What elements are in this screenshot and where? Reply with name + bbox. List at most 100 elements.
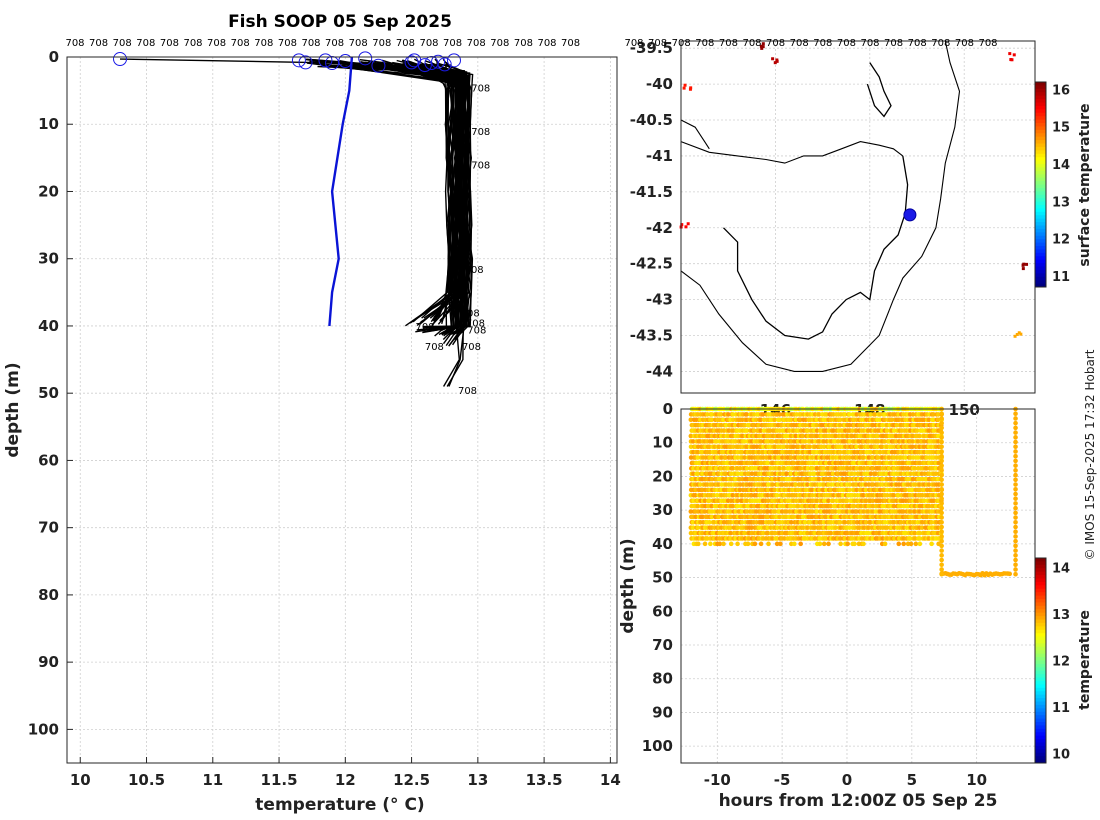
- timeseries-point: [735, 498, 740, 504]
- timeseries-point: [1013, 571, 1018, 577]
- sst-colorbar-swatch: [1035, 88, 1046, 93]
- profile-x-tick-label: 13: [467, 771, 488, 789]
- profile-y-tick-label: 100: [28, 720, 59, 738]
- sst-colorbar-swatch: [1035, 280, 1046, 285]
- timeseries-point: [858, 514, 864, 520]
- temp-colorbar-swatch: [1035, 592, 1046, 597]
- profile-top-vessel-label: 708: [396, 38, 415, 49]
- timeseries-y-tick-label: 80: [652, 670, 673, 688]
- profile-vessel-label: 708: [467, 325, 486, 336]
- timeseries-point: [788, 471, 794, 477]
- temp-colorbar-swatch: [1035, 629, 1046, 634]
- sst-colorbar-swatch: [1035, 133, 1046, 138]
- surface-point-marker: [298, 55, 313, 70]
- timeseries-point: [751, 536, 757, 541]
- temp-colorbar-swatch: [1035, 636, 1046, 641]
- sst-colorbar-swatch: [1035, 116, 1046, 121]
- surface-point-marker: [371, 58, 386, 73]
- timeseries-point: [939, 538, 944, 544]
- temp-colorbar-tick-label: 12: [1052, 655, 1070, 670]
- timeseries-point: [798, 466, 803, 471]
- sst-colorbar-swatch: [1035, 273, 1046, 278]
- sst-colorbar-swatch: [1035, 232, 1046, 237]
- sst-colorbar-swatch: [1035, 222, 1046, 226]
- timeseries-point: [837, 449, 843, 455]
- timeseries-point: [861, 455, 866, 460]
- sst-pixel: [1022, 262, 1026, 266]
- timeseries-point: [765, 509, 771, 514]
- sst-colorbar-swatch: [1035, 136, 1046, 141]
- profile-top-vessel-label: 708: [325, 38, 344, 49]
- temp-colorbar-swatch: [1035, 674, 1046, 679]
- profile-x-tick-label: 12.5: [393, 771, 430, 789]
- timeseries-point: [739, 449, 745, 455]
- sst-pixel: [1008, 52, 1012, 56]
- temp-colorbar-swatch: [1035, 626, 1046, 631]
- timeseries-y-tick-label: 10: [652, 434, 673, 452]
- timeseries-point: [861, 493, 866, 498]
- timeseries-point: [697, 482, 703, 487]
- timeseries-y-tick-label: 70: [652, 636, 673, 654]
- timeseries-point: [821, 466, 827, 471]
- temp-colorbar-swatch: [1035, 653, 1046, 658]
- timeseries-point: [812, 471, 817, 477]
- sst-colorbar-swatch: [1035, 187, 1046, 192]
- timeseries-point: [939, 491, 944, 497]
- profile-bundle: [119, 58, 474, 387]
- sst-colorbar-swatch: [1035, 246, 1046, 250]
- sst-colorbar-swatch: [1035, 235, 1046, 240]
- vessel-position-marker: [903, 208, 917, 222]
- profile-line: [388, 63, 455, 332]
- profile-top-vessel-label: 708: [514, 38, 533, 49]
- timeseries-point: [1013, 505, 1018, 511]
- timeseries-point: [1013, 435, 1018, 440]
- timeseries-point: [939, 529, 944, 535]
- timeseries-point: [777, 466, 782, 471]
- timeseries-point: [826, 541, 831, 547]
- timeseries-point: [929, 519, 934, 525]
- timeseries-point: [924, 466, 929, 471]
- timeseries-point: [803, 422, 808, 428]
- timeseries-point: [777, 417, 782, 423]
- profile-top-vessel-label: 708: [113, 38, 132, 49]
- timeseries-point: [707, 519, 712, 525]
- timeseries-point: [858, 476, 864, 482]
- sst-colorbar-swatch: [1035, 211, 1046, 216]
- profile-top-vessel-label: 708: [231, 38, 250, 49]
- sst-colorbar-swatch: [1035, 266, 1046, 271]
- timeseries-point: [1013, 491, 1018, 497]
- timeseries-point: [929, 541, 934, 547]
- timeseries-point: [939, 458, 944, 464]
- timeseries-point: [690, 525, 696, 530]
- map-lat-tick-label: -41: [646, 147, 673, 165]
- timeseries-point: [728, 509, 733, 514]
- timeseries-point: [870, 514, 876, 520]
- timeseries-point: [700, 530, 705, 536]
- timeseries-point: [1013, 439, 1018, 445]
- temp-colorbar-swatch: [1035, 681, 1046, 685]
- profile-x-tick-label: 13.5: [526, 771, 563, 789]
- timeseries-point: [912, 530, 918, 536]
- timeseries-point: [1013, 534, 1018, 539]
- sst-pixel: [761, 42, 765, 46]
- sst-colorbar-swatch: [1035, 201, 1046, 206]
- timeseries-point: [777, 514, 782, 520]
- temp-colorbar-swatch: [1035, 739, 1046, 743]
- profile-y-label: depth (m): [3, 362, 23, 457]
- profile-vessel-label: 708: [462, 342, 481, 353]
- profile-line: [306, 62, 469, 323]
- timeseries-point: [1013, 515, 1018, 520]
- surface-point-marker: [291, 53, 306, 68]
- timeseries-point: [939, 524, 944, 530]
- sst-pixel: [684, 225, 688, 229]
- timeseries-point: [805, 530, 810, 536]
- timeseries-point: [688, 444, 694, 450]
- timeseries-point: [788, 455, 794, 460]
- map-lat-tick-label: -43: [646, 291, 673, 309]
- map-top-labels: 708 708 708 708 708 708 708 708 708 708 708 708 708 7…: [624, 38, 997, 49]
- timeseries-point: [939, 548, 944, 553]
- profile-top-vessel-label: 708: [349, 38, 368, 49]
- temp-colorbar-swatch: [1035, 602, 1046, 607]
